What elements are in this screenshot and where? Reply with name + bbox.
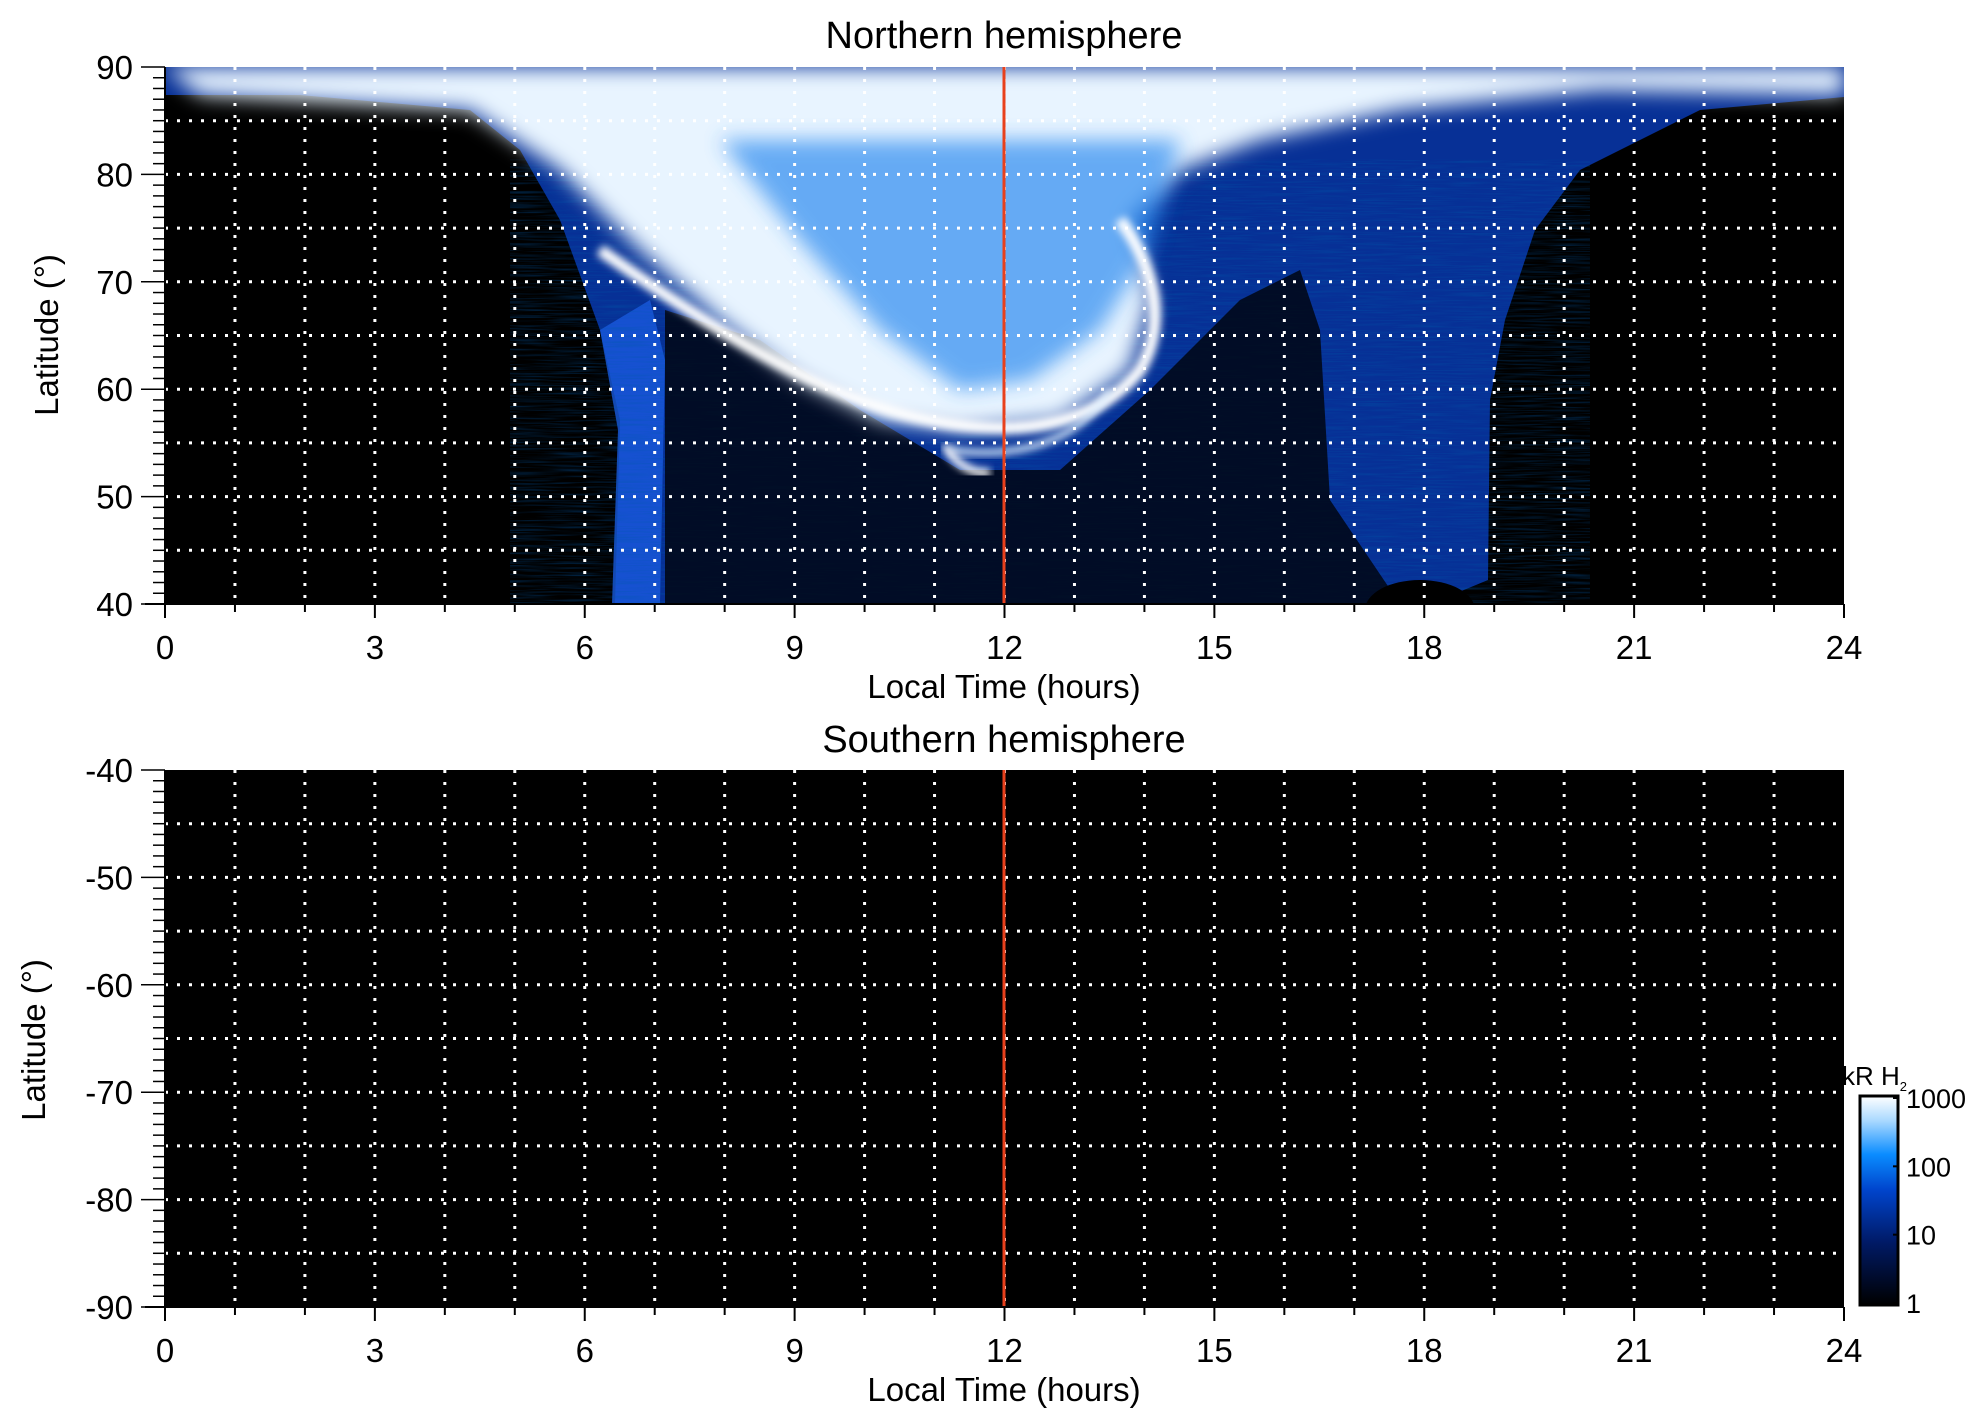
x-tick-label: 15 [1196, 1332, 1233, 1369]
x-tick-label: 6 [576, 629, 594, 666]
y-tick-label: 70 [96, 264, 133, 301]
x-tick-label: 9 [785, 1332, 803, 1369]
x-tick-label: 9 [785, 629, 803, 666]
polar-cap-blue [720, 140, 1180, 390]
dusk-dark-patch [1366, 580, 1474, 604]
colorbar-gradient [1858, 1094, 1900, 1307]
auroral-oval-arc-inner [949, 388, 1113, 456]
auroral-oval-arc [596, 216, 1161, 434]
x-tick-label: 21 [1616, 629, 1653, 666]
y-tick-label: -40 [85, 752, 133, 789]
auroral-spot [941, 443, 991, 477]
y-tick-label: -80 [85, 1182, 133, 1219]
x-tick-label: 3 [366, 629, 384, 666]
colorbar-tick-label: 1 [1906, 1289, 1921, 1319]
y-tick-label: -90 [85, 1289, 133, 1326]
x-tick-label: 12 [986, 1332, 1023, 1369]
colorbar: kR H2 1000 100 10 1 [1842, 1061, 1966, 1319]
colorbar-ticks: 1000 100 10 1 [1893, 1084, 1966, 1319]
south-axes: 0 3 6 9 12 15 18 21 24 -40 -50 -60 -70 -80 -90 [85, 752, 1862, 1369]
colorbar-tick-label: 100 [1906, 1152, 1951, 1182]
x-tick-label: 0 [156, 1332, 174, 1369]
y-tick-label: -50 [85, 859, 133, 896]
north-title: Northern hemisphere [826, 15, 1183, 57]
y-tick-label: 40 [96, 586, 133, 623]
y-tick-label: 60 [96, 371, 133, 408]
x-tick-label: 24 [1826, 629, 1863, 666]
x-tick-label: 15 [1196, 629, 1233, 666]
north-xlabel: Local Time (hours) [867, 668, 1140, 705]
x-tick-label: 3 [366, 1332, 384, 1369]
y-tick-label: -70 [85, 1074, 133, 1111]
y-tick-label: -60 [85, 967, 133, 1004]
x-tick-label: 0 [156, 629, 174, 666]
south-ylabel: Latitude (°) [15, 959, 52, 1121]
y-tick-label: 50 [96, 479, 133, 516]
x-tick-label: 18 [1406, 1332, 1443, 1369]
south-title: Southern hemisphere [822, 719, 1185, 761]
x-tick-label: 12 [986, 629, 1023, 666]
colorbar-label: kR H2 [1842, 1061, 1907, 1094]
nightside-dark-region [665, 270, 1400, 604]
y-tick-label: 80 [96, 156, 133, 193]
x-tick-label: 21 [1616, 1332, 1653, 1369]
x-tick-label: 6 [576, 1332, 594, 1369]
x-tick-label: 18 [1406, 629, 1443, 666]
north-axes: 0 3 6 9 12 15 18 21 24 40 50 60 70 80 90 [96, 49, 1862, 666]
south-panel: Southern hemisphere 0 3 6 9 12 15 18 21 24 -40 -50… [15, 719, 1862, 1408]
north-ylabel: Latitude (°) [28, 254, 65, 416]
x-tick-label: 24 [1826, 1332, 1863, 1369]
north-panel: Northern hemisphere 0 3 6 9 12 15 18 21 24 40 50 60… [28, 15, 1862, 705]
colorbar-tick-label: 10 [1906, 1221, 1936, 1251]
colorbar-tick-label: 1000 [1906, 1084, 1966, 1114]
y-tick-label: 90 [96, 49, 133, 86]
south-xlabel: Local Time (hours) [867, 1371, 1140, 1408]
